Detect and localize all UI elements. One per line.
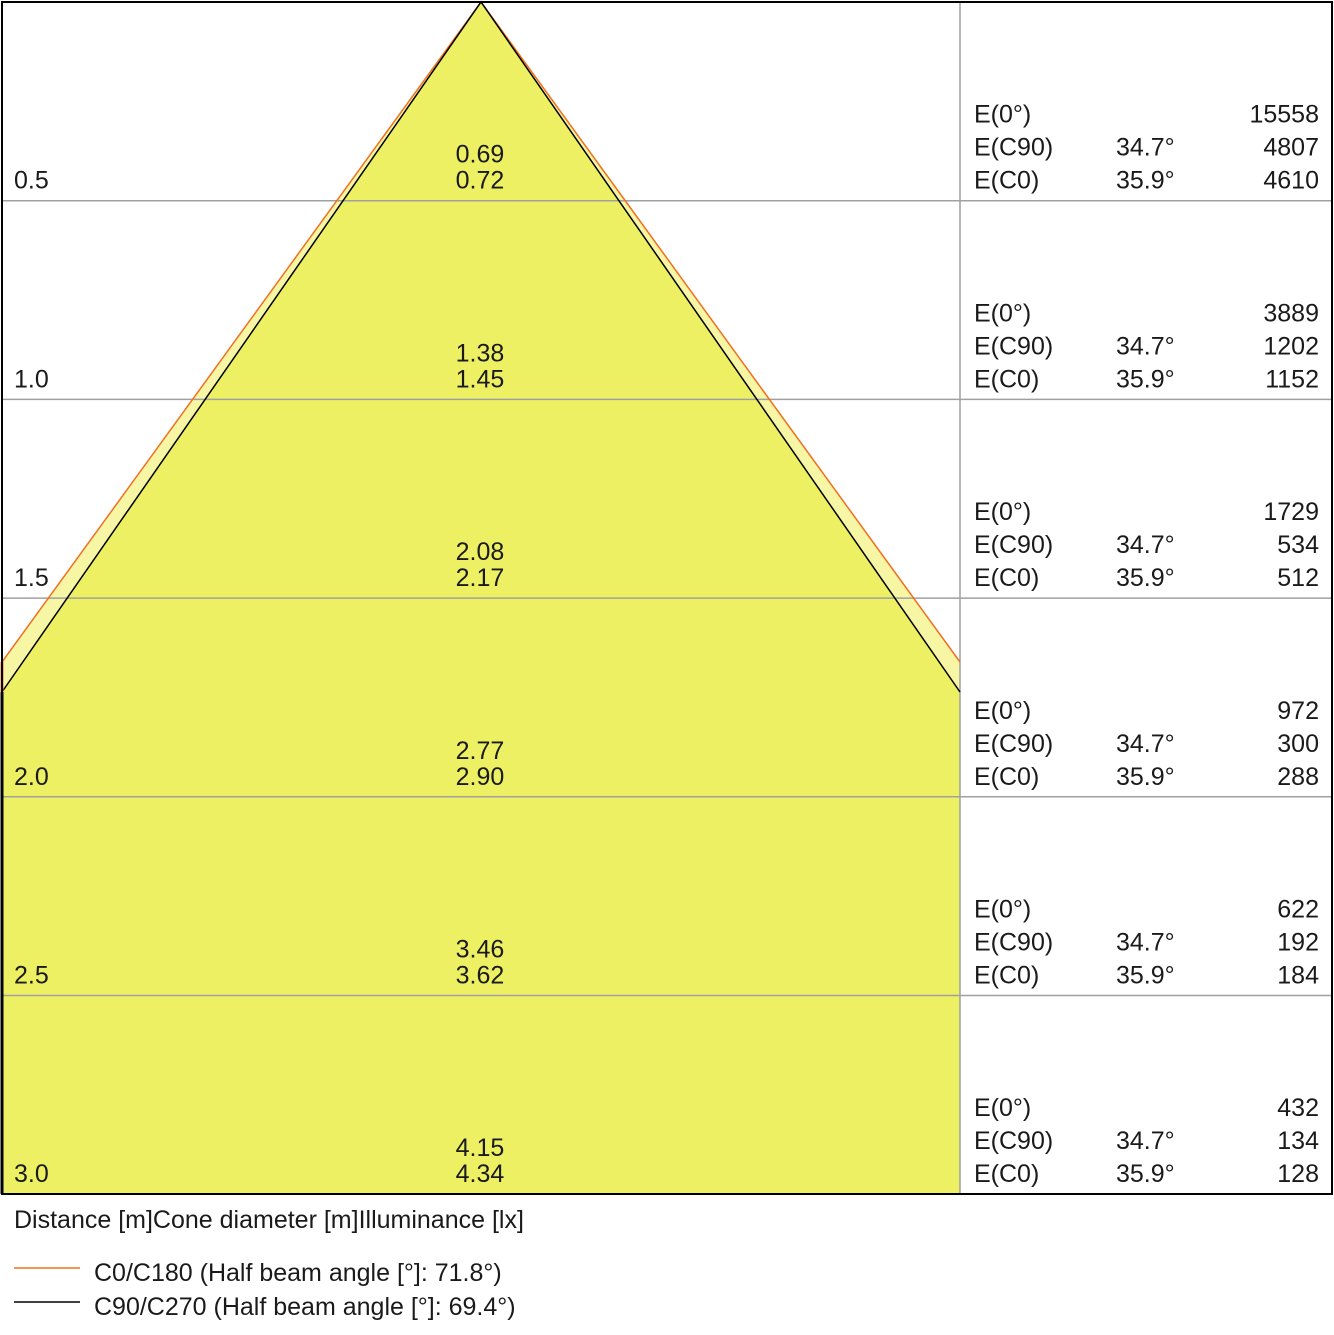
distance-label: 1.5	[14, 564, 49, 592]
cone-diameter-c90: 2.77	[456, 737, 505, 765]
ec90-label: E(C90)	[974, 134, 1053, 162]
ec0-label: E(C0)	[974, 1160, 1039, 1188]
ec0-value: 1152	[1265, 365, 1319, 393]
cone-diameter-c90: 3.46	[456, 936, 505, 964]
ec90-value: 534	[1277, 531, 1319, 559]
ec0-label: E(C0)	[974, 763, 1039, 791]
ec90-label: E(C90)	[974, 730, 1053, 758]
angle-c90: 34.7°	[1116, 531, 1175, 559]
angle-c0: 35.9°	[1116, 564, 1175, 592]
distance-label: 2.5	[14, 962, 49, 990]
e0-value: 972	[1277, 697, 1319, 725]
angle-c0: 35.9°	[1116, 763, 1175, 791]
cone-diameter-c90: 4.15	[456, 1134, 505, 1162]
ec0-value: 288	[1277, 763, 1319, 791]
angle-c0: 35.9°	[1116, 365, 1175, 393]
ec90-label: E(C90)	[974, 332, 1053, 360]
angle-c90: 34.7°	[1116, 1127, 1175, 1155]
ec90-value: 300	[1277, 730, 1319, 758]
ec90-label: E(C90)	[974, 531, 1053, 559]
diagram-border	[1, 1, 1333, 1195]
footer-label: Distance [m]Cone diameter [m]Illuminance…	[14, 1206, 524, 1234]
distance-label: 3.0	[14, 1160, 49, 1188]
ec0-label: E(C0)	[974, 962, 1039, 990]
cone-diameter-c0: 4.34	[456, 1160, 505, 1188]
cone-diameter-c0: 3.62	[456, 962, 505, 990]
e0-label: E(0°)	[974, 101, 1031, 129]
angle-c0: 35.9°	[1116, 962, 1175, 990]
cone-diameter-c0: 0.72	[456, 167, 505, 195]
ec90-label: E(C90)	[974, 929, 1053, 957]
ec0-label: E(C0)	[974, 365, 1039, 393]
e0-value: 622	[1277, 896, 1319, 924]
ec0-value: 512	[1277, 564, 1319, 592]
cone-diameter-c0: 2.17	[456, 564, 505, 592]
angle-c0: 35.9°	[1116, 167, 1175, 195]
ec90-value: 134	[1277, 1127, 1319, 1155]
angle-c90: 34.7°	[1116, 730, 1175, 758]
ec90-value: 4807	[1263, 134, 1319, 162]
e0-label: E(0°)	[974, 299, 1031, 327]
ec0-value: 4610	[1263, 167, 1319, 195]
distance-label: 0.5	[14, 167, 49, 195]
ec90-label: E(C90)	[974, 1127, 1053, 1155]
ec0-label: E(C0)	[974, 167, 1039, 195]
legend-label-c0: C0/C180 (Half beam angle [°]: 71.8°)	[94, 1259, 502, 1287]
e0-value: 3889	[1263, 299, 1319, 327]
angle-c90: 34.7°	[1116, 134, 1175, 162]
e0-value: 432	[1277, 1094, 1319, 1122]
ec0-value: 128	[1277, 1160, 1319, 1188]
cone-diameter-c90: 0.69	[456, 141, 505, 169]
ec0-label: E(C0)	[974, 564, 1039, 592]
ec0-value: 184	[1277, 962, 1319, 990]
ec90-value: 1202	[1263, 332, 1319, 360]
e0-value: 15558	[1249, 101, 1319, 129]
ec90-value: 192	[1277, 929, 1319, 957]
e0-label: E(0°)	[974, 697, 1031, 725]
e0-label: E(0°)	[974, 896, 1031, 924]
angle-c0: 35.9°	[1116, 1160, 1175, 1188]
cone-diameter-c90: 2.08	[456, 538, 505, 566]
angle-c90: 34.7°	[1116, 332, 1175, 360]
angle-c90: 34.7°	[1116, 929, 1175, 957]
e0-label: E(0°)	[974, 498, 1031, 526]
e0-value: 1729	[1263, 498, 1319, 526]
cone-diameter-c90: 1.38	[456, 339, 505, 367]
legend-label-c90: C90/C270 (Half beam angle [°]: 69.4°)	[94, 1293, 516, 1321]
distance-label: 1.0	[14, 365, 49, 393]
cone-diameter-c0: 1.45	[456, 365, 505, 393]
cone-diameter-c0: 2.90	[456, 763, 505, 791]
e0-label: E(0°)	[974, 1094, 1031, 1122]
distance-label: 2.0	[14, 763, 49, 791]
